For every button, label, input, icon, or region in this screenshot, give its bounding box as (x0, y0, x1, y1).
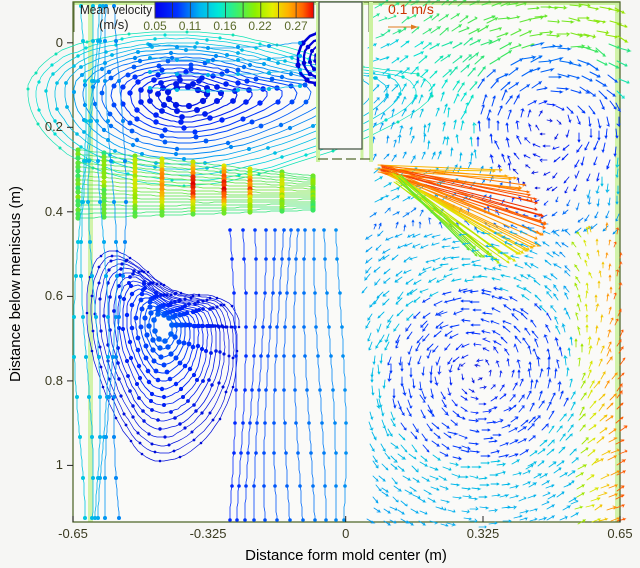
svg-text:0.6: 0.6 (45, 288, 63, 303)
svg-text:0.2: 0.2 (45, 119, 63, 134)
svg-text:0.22: 0.22 (248, 19, 272, 33)
svg-text:0.11: 0.11 (179, 19, 202, 33)
svg-text:0: 0 (56, 35, 63, 50)
svg-text:0: 0 (342, 526, 349, 541)
svg-text:-0.65: -0.65 (58, 526, 88, 541)
svg-text:0.27: 0.27 (284, 19, 308, 33)
svg-text:Mean velocity: Mean velocity (80, 2, 152, 17)
svg-text:(m/s): (m/s) (99, 17, 129, 32)
svg-text:0.16: 0.16 (213, 19, 237, 33)
svg-text:-0.325: -0.325 (190, 526, 227, 541)
svg-text:Distance form mold center (m): Distance form mold center (m) (245, 547, 447, 564)
svg-text:0.4: 0.4 (45, 204, 63, 219)
svg-text:0.8: 0.8 (45, 373, 63, 388)
svg-text:0.05: 0.05 (143, 19, 167, 33)
svg-text:1: 1 (56, 457, 63, 472)
svg-text:0.65: 0.65 (607, 526, 632, 541)
svg-text:Distance below meniscus (m): Distance below meniscus (m) (7, 186, 24, 382)
svg-text:0.325: 0.325 (467, 526, 500, 541)
svg-text:0.1 m/s: 0.1 m/s (388, 1, 434, 17)
